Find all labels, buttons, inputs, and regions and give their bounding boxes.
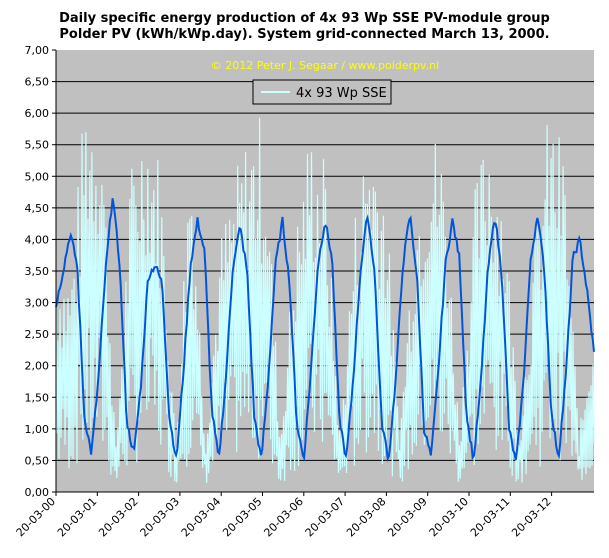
chart-subtitle: Polder PV (kWh/kWp.day). System grid-con… [59,27,550,42]
y-tick-label: 5,00 [25,170,50,183]
x-tick-label: 20-03-03 [138,495,183,540]
y-tick-label: 2,50 [25,328,50,341]
x-tick-label: 20-03-09 [385,495,430,540]
x-tick-label: 20-03-11 [468,495,513,540]
x-tick-label: 20-03-10 [427,495,472,540]
copyright-annotation: © 2012 Peter J. Segaar / www.polderpv.nl [211,59,439,72]
smoothed-series-line [55,198,595,463]
y-tick-label: 7,00 [25,44,50,57]
x-tick-label: 20-03-07 [303,495,348,540]
y-tick-label: 5,50 [25,139,50,152]
daily-series-line [55,117,595,484]
x-tick-label: 20-03-12 [509,495,554,540]
y-tick-label: 0,00 [25,486,50,499]
y-tick-label: 1,00 [25,423,50,436]
chart-title: Daily specific energy production of 4x 9… [59,11,550,26]
y-tick-label: 2,00 [25,360,50,373]
y-tick-label: 6,00 [25,107,50,120]
x-tick-label: 20-03-08 [344,495,389,540]
legend-label: 4x 93 Wp SSE [296,86,387,101]
legend: 4x 93 Wp SSE [252,79,392,105]
x-tick-label: 20-03-02 [96,495,141,540]
x-tick-label: 20-03-01 [55,495,100,540]
y-tick-label: 3,00 [25,297,50,310]
y-tick-label: 3,50 [25,265,50,278]
y-tick-label: 6,50 [25,76,50,89]
x-tick-label: 20-03-04 [179,495,224,540]
y-tick-label: 0,50 [25,454,50,467]
y-tick-label: 1,50 [25,391,50,404]
x-tick-label: 20-03-00 [14,495,59,540]
x-tick-label: 20-03-06 [261,495,306,540]
x-tick-label: 20-03-05 [220,495,265,540]
y-tick-label: 4,50 [25,202,50,215]
y-tick-label: 4,00 [25,233,50,246]
